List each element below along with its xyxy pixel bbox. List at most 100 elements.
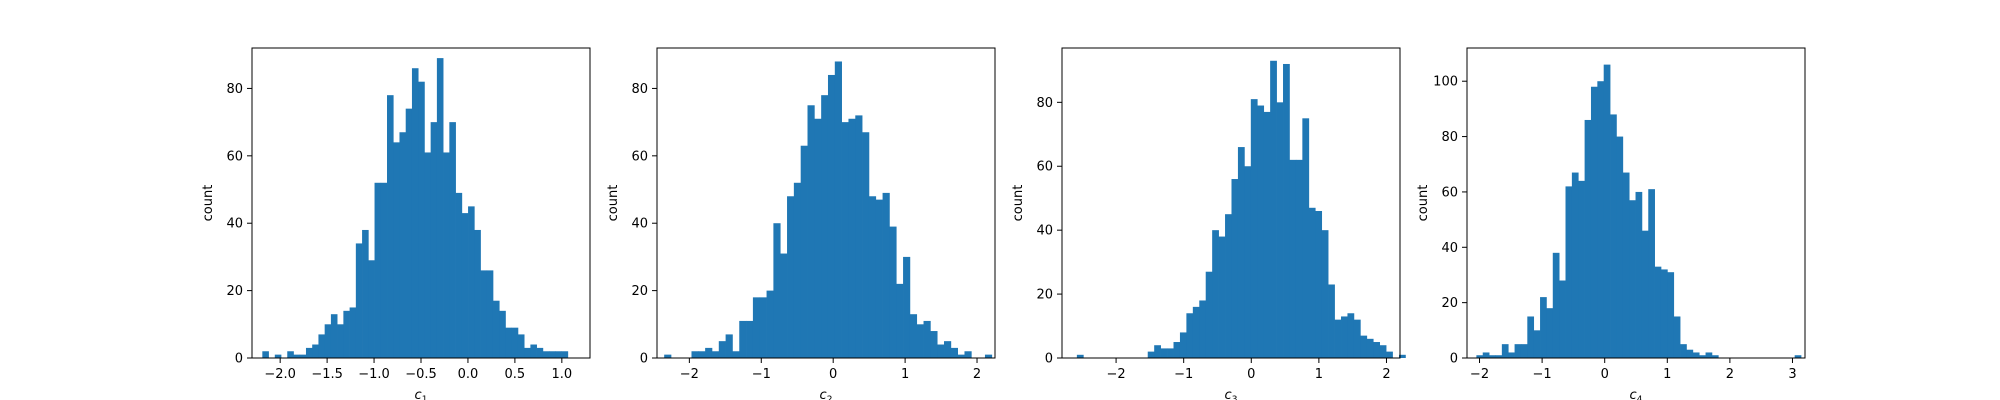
- histogram-bar: [474, 229, 481, 358]
- histogram-bar: [664, 354, 672, 358]
- histogram-bar: [937, 344, 945, 358]
- histogram-bar: [1610, 114, 1617, 359]
- histogram-bar: [337, 324, 344, 358]
- histogram-bar: [530, 344, 537, 358]
- histogram-bar: [1489, 355, 1496, 358]
- y-tick-label: 40: [226, 217, 243, 232]
- histogram-bar: [1263, 111, 1271, 358]
- histogram-bar: [1635, 191, 1643, 358]
- histogram-bar: [1692, 352, 1700, 358]
- histogram-bar: [855, 115, 863, 358]
- x-tick-label: 0: [1601, 367, 1609, 382]
- histogram-bar: [1527, 316, 1535, 358]
- histogram-bar: [1476, 355, 1484, 358]
- histogram-bar: [312, 344, 319, 358]
- histogram-bar: [1270, 60, 1277, 358]
- histogram-bar: [984, 354, 993, 358]
- histogram-bar: [1386, 351, 1393, 358]
- histogram-bar: [1237, 147, 1245, 358]
- histogram-bar: [324, 324, 332, 358]
- histogram-bar: [1295, 159, 1303, 358]
- histogram-bar: [517, 334, 525, 358]
- histogram-bar: [1482, 352, 1490, 358]
- x-tick-label: −2: [1470, 367, 1489, 382]
- histogram-bar: [1076, 354, 1084, 358]
- histogram-bar: [1341, 316, 1348, 358]
- x-tick-label: −0.5: [405, 367, 437, 382]
- histogram-bar: [1315, 210, 1323, 358]
- histogram-bar: [1794, 355, 1802, 358]
- histogram-bar: [505, 327, 513, 358]
- histogram-bar: [424, 152, 431, 358]
- histogram-bar: [1699, 355, 1706, 358]
- histogram-bar: [1173, 342, 1181, 358]
- histogram-bar: [814, 118, 822, 358]
- histogram-bar: [1565, 186, 1573, 358]
- histogram-bar: [430, 122, 438, 358]
- histogram-bar: [555, 351, 562, 358]
- y-tick-label: 80: [226, 82, 243, 97]
- histogram-bar: [549, 351, 556, 358]
- histogram-bar: [1154, 345, 1161, 358]
- y-tick-label: 0: [1045, 352, 1053, 367]
- x-tick-label: 0.5: [505, 367, 526, 382]
- histogram-bar: [807, 105, 815, 358]
- histogram-bar: [362, 229, 369, 358]
- histogram-bar: [1686, 349, 1694, 358]
- histogram-bar: [449, 122, 456, 358]
- histogram-bar: [1257, 105, 1265, 358]
- histogram-bar: [1308, 207, 1316, 358]
- histogram-bar: [1514, 344, 1522, 358]
- histogram-bar: [262, 351, 269, 358]
- histogram-bar: [293, 354, 301, 358]
- x-tick-label: −1.0: [358, 367, 390, 382]
- histogram-bar: [1225, 214, 1232, 358]
- histogram-bar: [711, 351, 720, 358]
- histogram-bar: [1250, 99, 1258, 358]
- histogram-bar: [1508, 352, 1515, 358]
- x-tick-label: −1: [1174, 367, 1193, 382]
- histogram-bar: [305, 347, 313, 358]
- histogram-bar: [800, 145, 808, 358]
- histogram-bar: [1283, 63, 1290, 358]
- histogram-bar: [1590, 86, 1598, 358]
- histogram-bar: [1629, 200, 1636, 358]
- histogram-bar: [499, 310, 506, 358]
- histogram-bar: [1276, 102, 1284, 358]
- histogram-bar: [1373, 342, 1381, 358]
- histogram-bar: [480, 270, 488, 358]
- histogram-bar: [964, 351, 972, 358]
- histogram-bar: [330, 314, 338, 358]
- x-tick-label: −1.5: [311, 367, 343, 382]
- histogram-bar: [1546, 308, 1554, 358]
- y-axis-label: count: [1416, 185, 1431, 222]
- histogram-bar: [896, 283, 904, 358]
- histogram-bar: [739, 320, 747, 358]
- histogram-bar: [511, 327, 519, 358]
- histogram-bar: [725, 334, 733, 358]
- histogram-bar: [862, 132, 870, 358]
- histogram-bar: [1160, 348, 1168, 358]
- x-tick-label: 2: [1726, 367, 1734, 382]
- x-tick-label: 1.0: [551, 367, 572, 382]
- histogram-bar: [1360, 335, 1368, 358]
- histogram-bar: [875, 199, 883, 358]
- histogram-bar: [746, 320, 754, 358]
- histogram-bar: [343, 310, 350, 358]
- histogram-bar: [1680, 344, 1687, 358]
- y-tick-label: 100: [1433, 75, 1458, 90]
- histogram-bar: [1192, 306, 1200, 358]
- histogram-bar: [773, 223, 781, 358]
- histogram-bar: [374, 182, 382, 358]
- histogram-bar: [287, 351, 294, 358]
- histogram-bar: [1660, 269, 1668, 358]
- y-tick-label: 20: [1036, 288, 1053, 303]
- histogram-bar: [889, 226, 897, 358]
- histogram-bar: [536, 347, 544, 358]
- histogram-bar: [1559, 280, 1566, 358]
- histogram-panel-1: −2.0 −1.5 −1.0 −0.5 0.0 0.5 1.0 0 20 40 60 80 c1 coun…: [201, 47, 591, 400]
- histogram-bar: [1366, 338, 1374, 358]
- histogram-bar: [418, 81, 425, 358]
- histogram-bar: [759, 297, 767, 358]
